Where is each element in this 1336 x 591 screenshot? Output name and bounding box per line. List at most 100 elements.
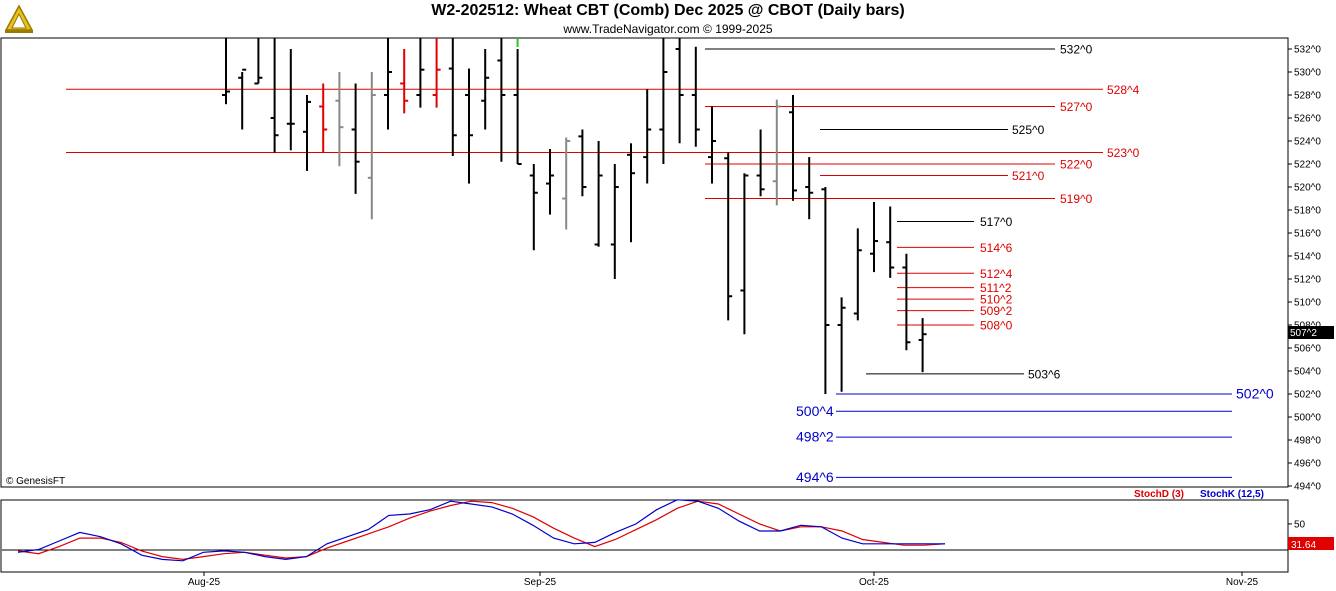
ohlc-bar <box>594 141 603 247</box>
level-label: 517^0 <box>980 215 1013 229</box>
ohlc-bar <box>222 38 230 105</box>
ohlc-bar <box>675 38 684 144</box>
ohlc-bar <box>513 49 522 165</box>
level-label: 528^4 <box>1107 83 1140 97</box>
date-tick-label: Aug-25 <box>188 577 221 588</box>
level-label: 500^4 <box>796 403 834 419</box>
level-label: 494^6 <box>796 469 834 485</box>
stoch-axis: 50 <box>2 519 1306 551</box>
chart-subtitle: www.TradeNavigator.com © 1999-2025 <box>563 22 773 36</box>
chart-title: W2-202512: Wheat CBT (Comb) Dec 2025 @ C… <box>431 2 905 19</box>
legend-stochk: StochK (12,5) <box>1200 489 1264 500</box>
price-tick-label: 530^0 <box>1294 68 1321 79</box>
ohlc-bar <box>481 49 490 130</box>
ohlc-bar <box>772 99 781 206</box>
ohlc-bar <box>918 318 927 373</box>
ohlc-bar <box>659 38 668 164</box>
logo-icon <box>2 2 36 36</box>
ohlc-bar <box>432 38 441 108</box>
price-panel-frame <box>0 37 1289 488</box>
ohlc-bar <box>756 129 765 197</box>
level-label: 512^4 <box>980 267 1013 281</box>
ohlc-bar <box>384 38 392 130</box>
ohlc-bar <box>724 152 733 321</box>
level-label: 523^0 <box>1107 146 1140 160</box>
ohlc-bar <box>610 164 619 279</box>
level-label: 527^0 <box>1060 100 1093 114</box>
level-label: 521^0 <box>1012 169 1045 183</box>
price-tick-label: 496^0 <box>1294 459 1321 470</box>
price-tick-label: 528^0 <box>1294 91 1321 102</box>
price-tick-label: 498^0 <box>1294 436 1321 447</box>
level-label: 522^0 <box>1060 158 1093 172</box>
ohlc-bar <box>837 297 846 392</box>
level-label: 532^0 <box>1060 43 1093 57</box>
ohlc-bar <box>643 89 652 184</box>
price-axis: 494^0496^0498^0500^0502^0504^0506^0508^0… <box>1288 45 1321 493</box>
ohlc-bar <box>627 143 635 243</box>
price-tick-label: 520^0 <box>1294 183 1321 194</box>
date-tick-label: Sep-25 <box>524 577 557 588</box>
price-tick-label: 504^0 <box>1294 367 1321 378</box>
price-tick-label: 518^0 <box>1294 206 1321 217</box>
ohlc-bar <box>886 206 895 278</box>
ohlc-bar <box>335 72 344 167</box>
date-tick-label: Oct-25 <box>859 577 889 588</box>
stochk-line <box>17 499 945 562</box>
stoch-tick-label: 50 <box>1294 519 1306 530</box>
ohlc-bar <box>740 173 749 335</box>
ohlc-bar <box>562 137 571 230</box>
price-tick-label: 506^0 <box>1294 344 1321 355</box>
stoch-last-value: 31.64 <box>1291 540 1316 551</box>
ohlc-bar <box>789 95 797 201</box>
ohlc-bar <box>448 38 457 156</box>
ohlc-bar <box>805 157 814 220</box>
level-label: 502^0 <box>1236 386 1274 402</box>
price-tick-label: 500^0 <box>1294 413 1321 424</box>
price-levels: 532^0 528^4 527^0 525^0 523^0 522^0 521^0 519^0… <box>66 43 1274 485</box>
ohlc-bar <box>238 68 247 130</box>
level-label: 525^0 <box>1012 123 1045 137</box>
price-tick-label: 516^0 <box>1294 229 1321 240</box>
stochd-line <box>17 500 946 561</box>
price-tick-label: 502^0 <box>1294 390 1321 401</box>
ohlc-bar <box>870 201 878 273</box>
ohlc-bar <box>270 38 279 153</box>
ohlc-bar <box>497 38 506 162</box>
ohlc-bar <box>708 106 716 184</box>
price-tick-label: 514^0 <box>1294 252 1321 263</box>
price-tick-label: 510^0 <box>1294 298 1321 309</box>
ohlc-bar <box>351 83 360 194</box>
price-tick-label: 524^0 <box>1294 137 1321 148</box>
stoch-lines <box>17 499 946 562</box>
level-label: 508^0 <box>980 319 1013 333</box>
tradenavigator-logo <box>2 2 36 36</box>
date-tick-label: Nov-25 <box>1226 577 1259 588</box>
ohlc-bar <box>902 253 911 351</box>
price-tick-label: 526^0 <box>1294 114 1321 125</box>
ohlc-bar <box>367 72 376 220</box>
last-price-value: 507^2 <box>1290 328 1317 339</box>
level-label: 514^6 <box>980 241 1013 255</box>
legend-stochd: StochD (3) <box>1134 489 1184 500</box>
ohlc-bar <box>578 129 587 197</box>
price-bars <box>222 38 927 394</box>
stoch-panel-frame <box>0 499 1289 573</box>
last-price-badge <box>1288 326 1334 339</box>
ohlc-bar <box>853 228 862 321</box>
stoch-last-badge <box>1288 537 1334 550</box>
ohlc-bar <box>254 38 263 85</box>
ohlc-bar <box>400 49 409 114</box>
level-label: 498^2 <box>796 429 834 445</box>
level-label: 503^6 <box>1028 367 1061 381</box>
level-label: 519^0 <box>1060 192 1093 206</box>
ohlc-bar <box>319 83 328 153</box>
ohlc-bar <box>303 95 311 171</box>
ohlc-bar <box>546 149 554 215</box>
level-label: 511^2 <box>980 281 1012 295</box>
ohlc-bar <box>691 46 700 147</box>
date-axis: Aug-25 Sep-25 Oct-25 Nov-25 <box>188 572 1259 588</box>
ohlc-bar <box>465 68 473 184</box>
level-label: 510^2 <box>980 293 1013 307</box>
